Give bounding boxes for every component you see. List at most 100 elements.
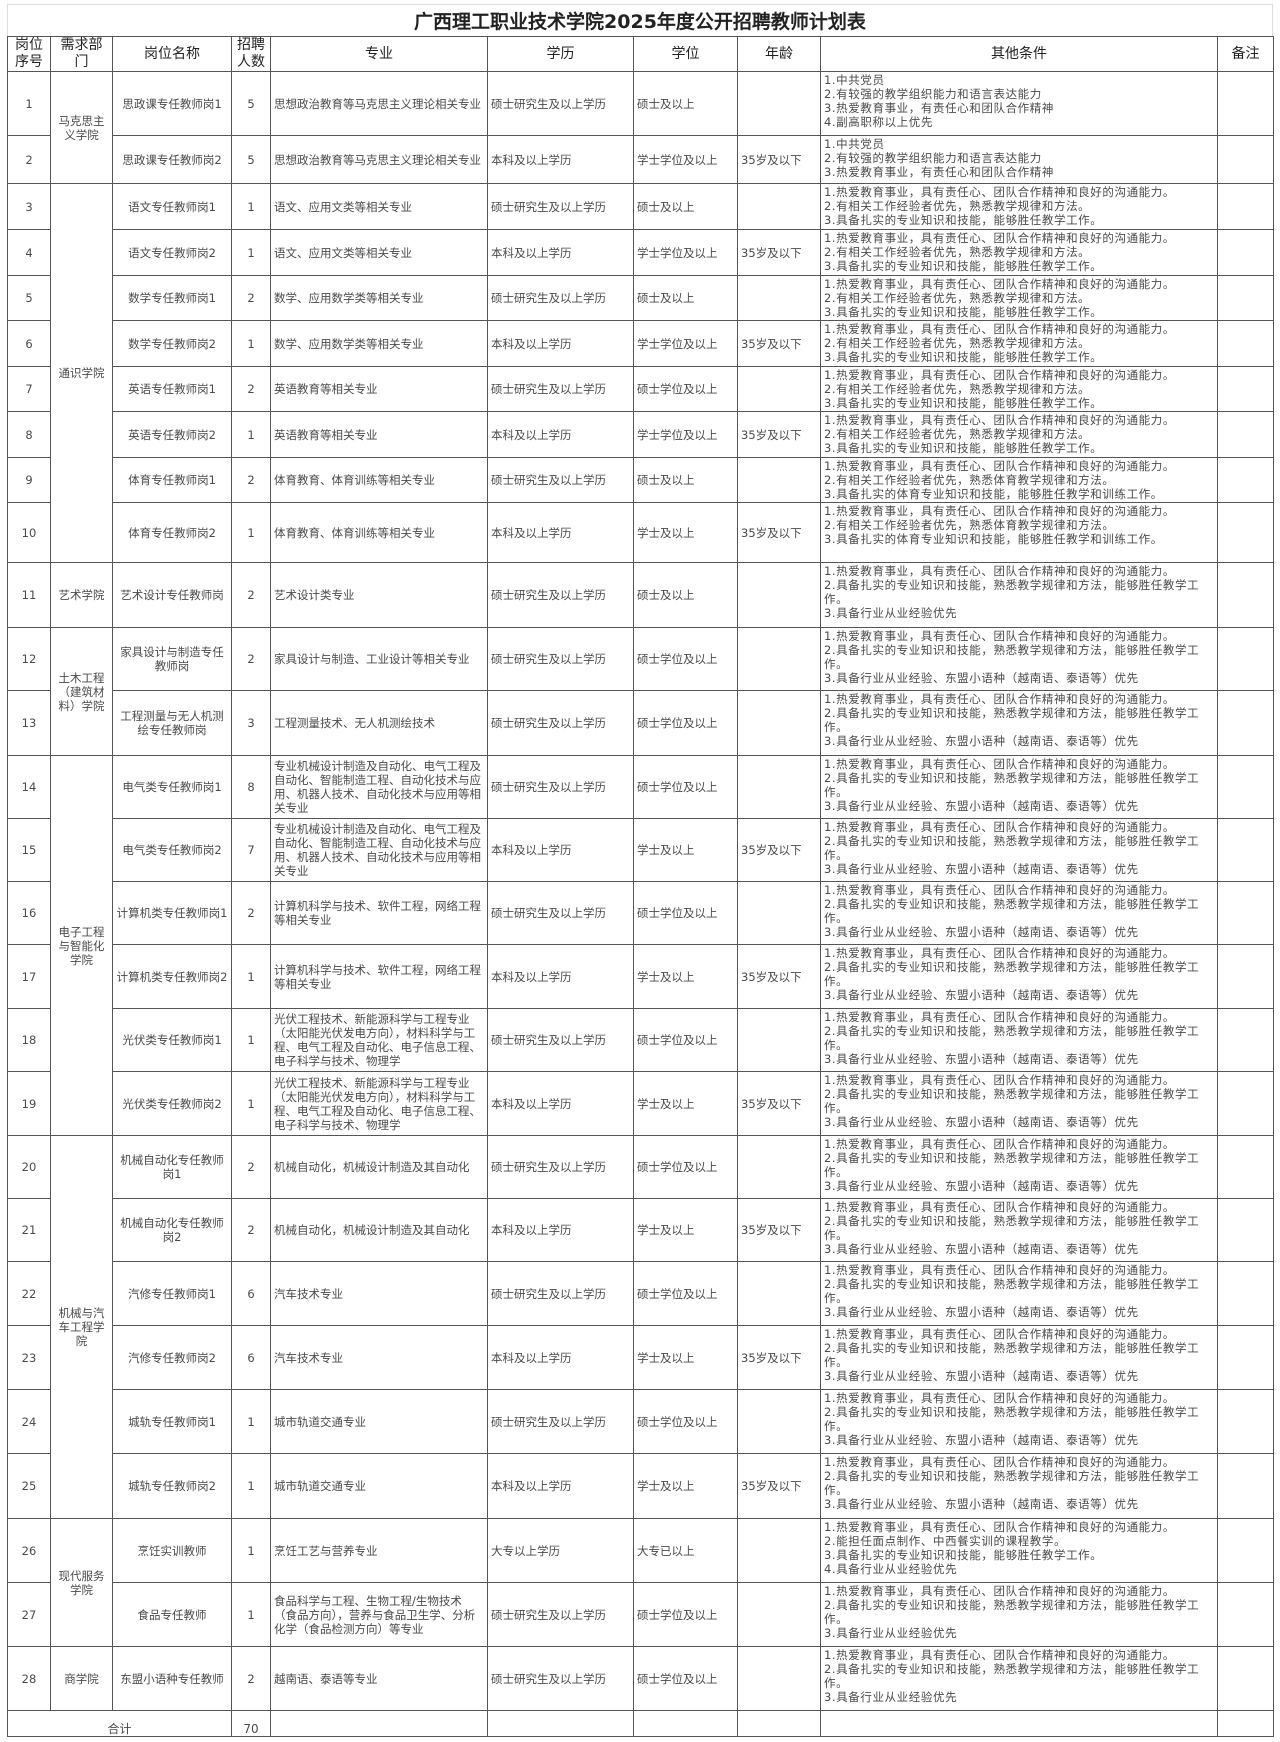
position-no: 4 — [7, 229, 51, 276]
major: 越南语、泰语等专业 — [270, 1646, 488, 1711]
other-conditions: 1.热爱教育事业，具有责任心、团队合作精神和良好的沟通能力。 2.有相关工作经验者… — [820, 457, 1218, 503]
degree: 硕士及以上 — [633, 457, 738, 503]
position-name: 英语专任教师岗1 — [112, 366, 232, 412]
major: 专业机械设计制造及自动化、电气工程及自动化、智能制造工程、自动化技术与应用、机器… — [270, 818, 488, 882]
table-row: 11 艺术学院 艺术设计专任教师岗 2 艺术设计类专业 硕士研究生及以上学历 硕士及以上 1.… — [7, 562, 1274, 628]
major: 汽车技术专业 — [270, 1325, 488, 1390]
education: 硕士研究生及以上学历 — [487, 1389, 634, 1454]
note — [1217, 1582, 1274, 1647]
condition-line: 1.热爱教育事业，具有责任心、团队合作精神和良好的沟通能力。 — [824, 1010, 1175, 1024]
position-name: 英语专任教师岗2 — [112, 411, 232, 458]
other-conditions: 1.热爱教育事业，具有责任心、团队合作精神和良好的沟通能力。 2.具备扎实的专业知… — [820, 1008, 1218, 1072]
position-no: 2 — [7, 135, 51, 184]
condition-line: 1.热爱教育事业，具有责任心、团队合作精神和良好的沟通能力。 — [824, 1584, 1175, 1598]
major: 语文、应用文类等相关专业 — [270, 183, 488, 230]
condition-line: 2.有相关工作经验者优先，熟悉教学规律和方法。 — [824, 427, 1091, 441]
position-no: 9 — [7, 457, 51, 503]
condition-line: 4.副高职称以上优先 — [824, 115, 933, 129]
position-no: 20 — [7, 1135, 51, 1199]
education: 硕士研究生及以上学历 — [487, 71, 634, 136]
position-name: 体育专任教师岗1 — [112, 457, 232, 503]
other-conditions: 1.热爱教育事业，具有责任心、团队合作精神和良好的沟通能力。 2.有相关工作经验者… — [820, 366, 1218, 412]
department-cell: 电子工程与智能化学院 — [50, 755, 113, 1136]
condition-line: 4.具备行业从业经验优先 — [824, 1562, 958, 1576]
condition-line: 3.具备行业从业经验、东盟小语种（越南语、泰语等）优先 — [824, 671, 1139, 685]
empty-cell — [270, 1710, 488, 1737]
condition-line: 2.有相关工作经验者优先，熟悉教学规律和方法。 — [824, 245, 1091, 259]
major: 英语教育等相关专业 — [270, 366, 488, 412]
position-no: 26 — [7, 1518, 51, 1583]
table-row: 1 马克思主义学院 思政课专任教师岗1 5 思想政治教育等马克思主义理论相关专业 硕士研究… — [7, 71, 1274, 184]
position-name: 家具设计与制造专任教师岗 — [112, 627, 232, 691]
education: 硕士研究生及以上学历 — [487, 690, 634, 756]
condition-line: 2.有相关工作经验者优先，熟悉教学规律和方法。 — [824, 382, 1091, 396]
education: 硕士研究生及以上学历 — [487, 755, 634, 819]
condition-line: 1.热爱教育事业，具有责任心、团队合作精神和良好的沟通能力。 — [824, 820, 1175, 834]
headcount: 5 — [231, 71, 271, 136]
age-limit: 35岁及以下 — [737, 1071, 821, 1136]
headcount: 3 — [231, 690, 271, 756]
position-no: 22 — [7, 1261, 51, 1326]
headcount: 2 — [231, 457, 271, 503]
position-name: 计算机类专任教师岗2 — [112, 944, 232, 1009]
other-conditions: 1.中共党员 2.有较强的教学组织能力和语言表达能力 3.热爱教育事业，有责任心和团… — [820, 71, 1218, 136]
headcount: 6 — [231, 1261, 271, 1326]
degree: 硕士学位及以上 — [633, 1261, 738, 1326]
major: 城市轨道交通专业 — [270, 1453, 488, 1519]
condition-line: 3.具备行业从业经验、东盟小语种（越南语、泰语等）优先 — [824, 1052, 1139, 1066]
department-cell: 马克思主义学院 — [50, 71, 113, 184]
position-no: 14 — [7, 755, 51, 819]
age-limit — [737, 1135, 821, 1199]
condition-line: 3.具备扎实的专业知识和技能，能够胜任教学工作。 — [824, 1548, 1103, 1562]
total-label: 合计 — [7, 1710, 232, 1737]
header-name: 岗位名称 — [112, 36, 232, 72]
degree: 硕士学位及以上 — [633, 755, 738, 819]
age-limit — [737, 881, 821, 945]
note — [1217, 366, 1274, 412]
table-row: 9 体育专任教师岗1 2 体育教育、体育训练等相关专业 硕士研究生及以上学历 硕士及以上 1… — [7, 457, 1274, 503]
major: 机械自动化，机械设计制造及其自动化 — [270, 1135, 488, 1199]
empty-cell — [1217, 1710, 1274, 1737]
education: 本科及以上学历 — [487, 229, 634, 276]
education: 硕士研究生及以上学历 — [487, 627, 634, 691]
condition-line: 3.具备行业从业经验优先 — [824, 606, 958, 620]
table-row: 15 电气类专任教师岗2 7 专业机械设计制造及自动化、电气工程及自动化、智能制造工程… — [7, 818, 1274, 882]
age-limit: 35岁及以下 — [737, 502, 821, 563]
header-edu: 学历 — [487, 36, 634, 72]
education: 硕士研究生及以上学历 — [487, 275, 634, 321]
education: 本科及以上学历 — [487, 1453, 634, 1519]
condition-line: 3.具备行业从业经验、东盟小语种（越南语、泰语等）优先 — [824, 1369, 1139, 1383]
department-cell: 通识学院 — [50, 183, 113, 563]
condition-line: 3.具备扎实的专业知识和技能，能够胜任教学工作。 — [824, 350, 1103, 364]
position-name: 工程测量与无人机测绘专任教师岗 — [112, 690, 232, 756]
condition-line: 2.具备扎实的专业知识和技能，熟悉教学规律和方法，能够胜任教学工作。 — [824, 1151, 1200, 1179]
education: 硕士研究生及以上学历 — [487, 1582, 634, 1647]
note — [1217, 818, 1274, 882]
age-limit: 35岁及以下 — [737, 320, 821, 367]
other-conditions: 1.热爱教育事业，具有责任心、团队合作精神和良好的沟通能力。 2.具备扎实的专业知… — [820, 1646, 1218, 1711]
table-row: 26 现代服务学院 烹饪实训教师 1 烹饪工艺与营养专业 大专以上学历 大专已以上 1.热爱教… — [7, 1518, 1274, 1647]
condition-line: 3.具备行业从业经验、东盟小语种（越南语、泰语等）优先 — [824, 1115, 1139, 1129]
position-no: 10 — [7, 502, 51, 563]
degree: 硕士及以上 — [633, 71, 738, 136]
position-name: 烹饪实训教师 — [112, 1518, 232, 1583]
condition-line: 2.具备扎实的专业知识和技能，熟悉教学规律和方法，能够胜任教学工作。 — [824, 1024, 1200, 1052]
age-limit: 35岁及以下 — [737, 944, 821, 1009]
headcount: 2 — [231, 1198, 271, 1262]
position-name: 城轨专任教师岗2 — [112, 1453, 232, 1519]
age-limit — [737, 1008, 821, 1072]
age-limit: 35岁及以下 — [737, 229, 821, 276]
education: 本科及以上学历 — [487, 411, 634, 458]
age-limit — [737, 1646, 821, 1711]
position-name: 数学专任教师岗1 — [112, 275, 232, 321]
table-row: 12 土木工程（建筑材料）学院 家具设计与制造专任教师岗 2 家具设计与制造、工业设计等… — [7, 627, 1274, 756]
note — [1217, 881, 1274, 945]
condition-line: 3.具备行业从业经验、东盟小语种（越南语、泰语等）优先 — [824, 1497, 1139, 1511]
headcount: 2 — [231, 275, 271, 321]
note — [1217, 1135, 1274, 1199]
recruitment-table: 岗位序号 需求部门 岗位名称 招聘人数 专业 学历 学位 年龄 其他条件 备注 … — [7, 36, 1274, 1737]
education: 本科及以上学历 — [487, 135, 634, 184]
education: 本科及以上学历 — [487, 1325, 634, 1390]
other-conditions: 1.热爱教育事业，具有责任心、团队合作精神和良好的沟通能力。 2.具备扎实的专业知… — [820, 881, 1218, 945]
other-conditions: 1.热爱教育事业，具有责任心、团队合作精神和良好的沟通能力。 2.具备扎实的专业知… — [820, 1453, 1218, 1519]
